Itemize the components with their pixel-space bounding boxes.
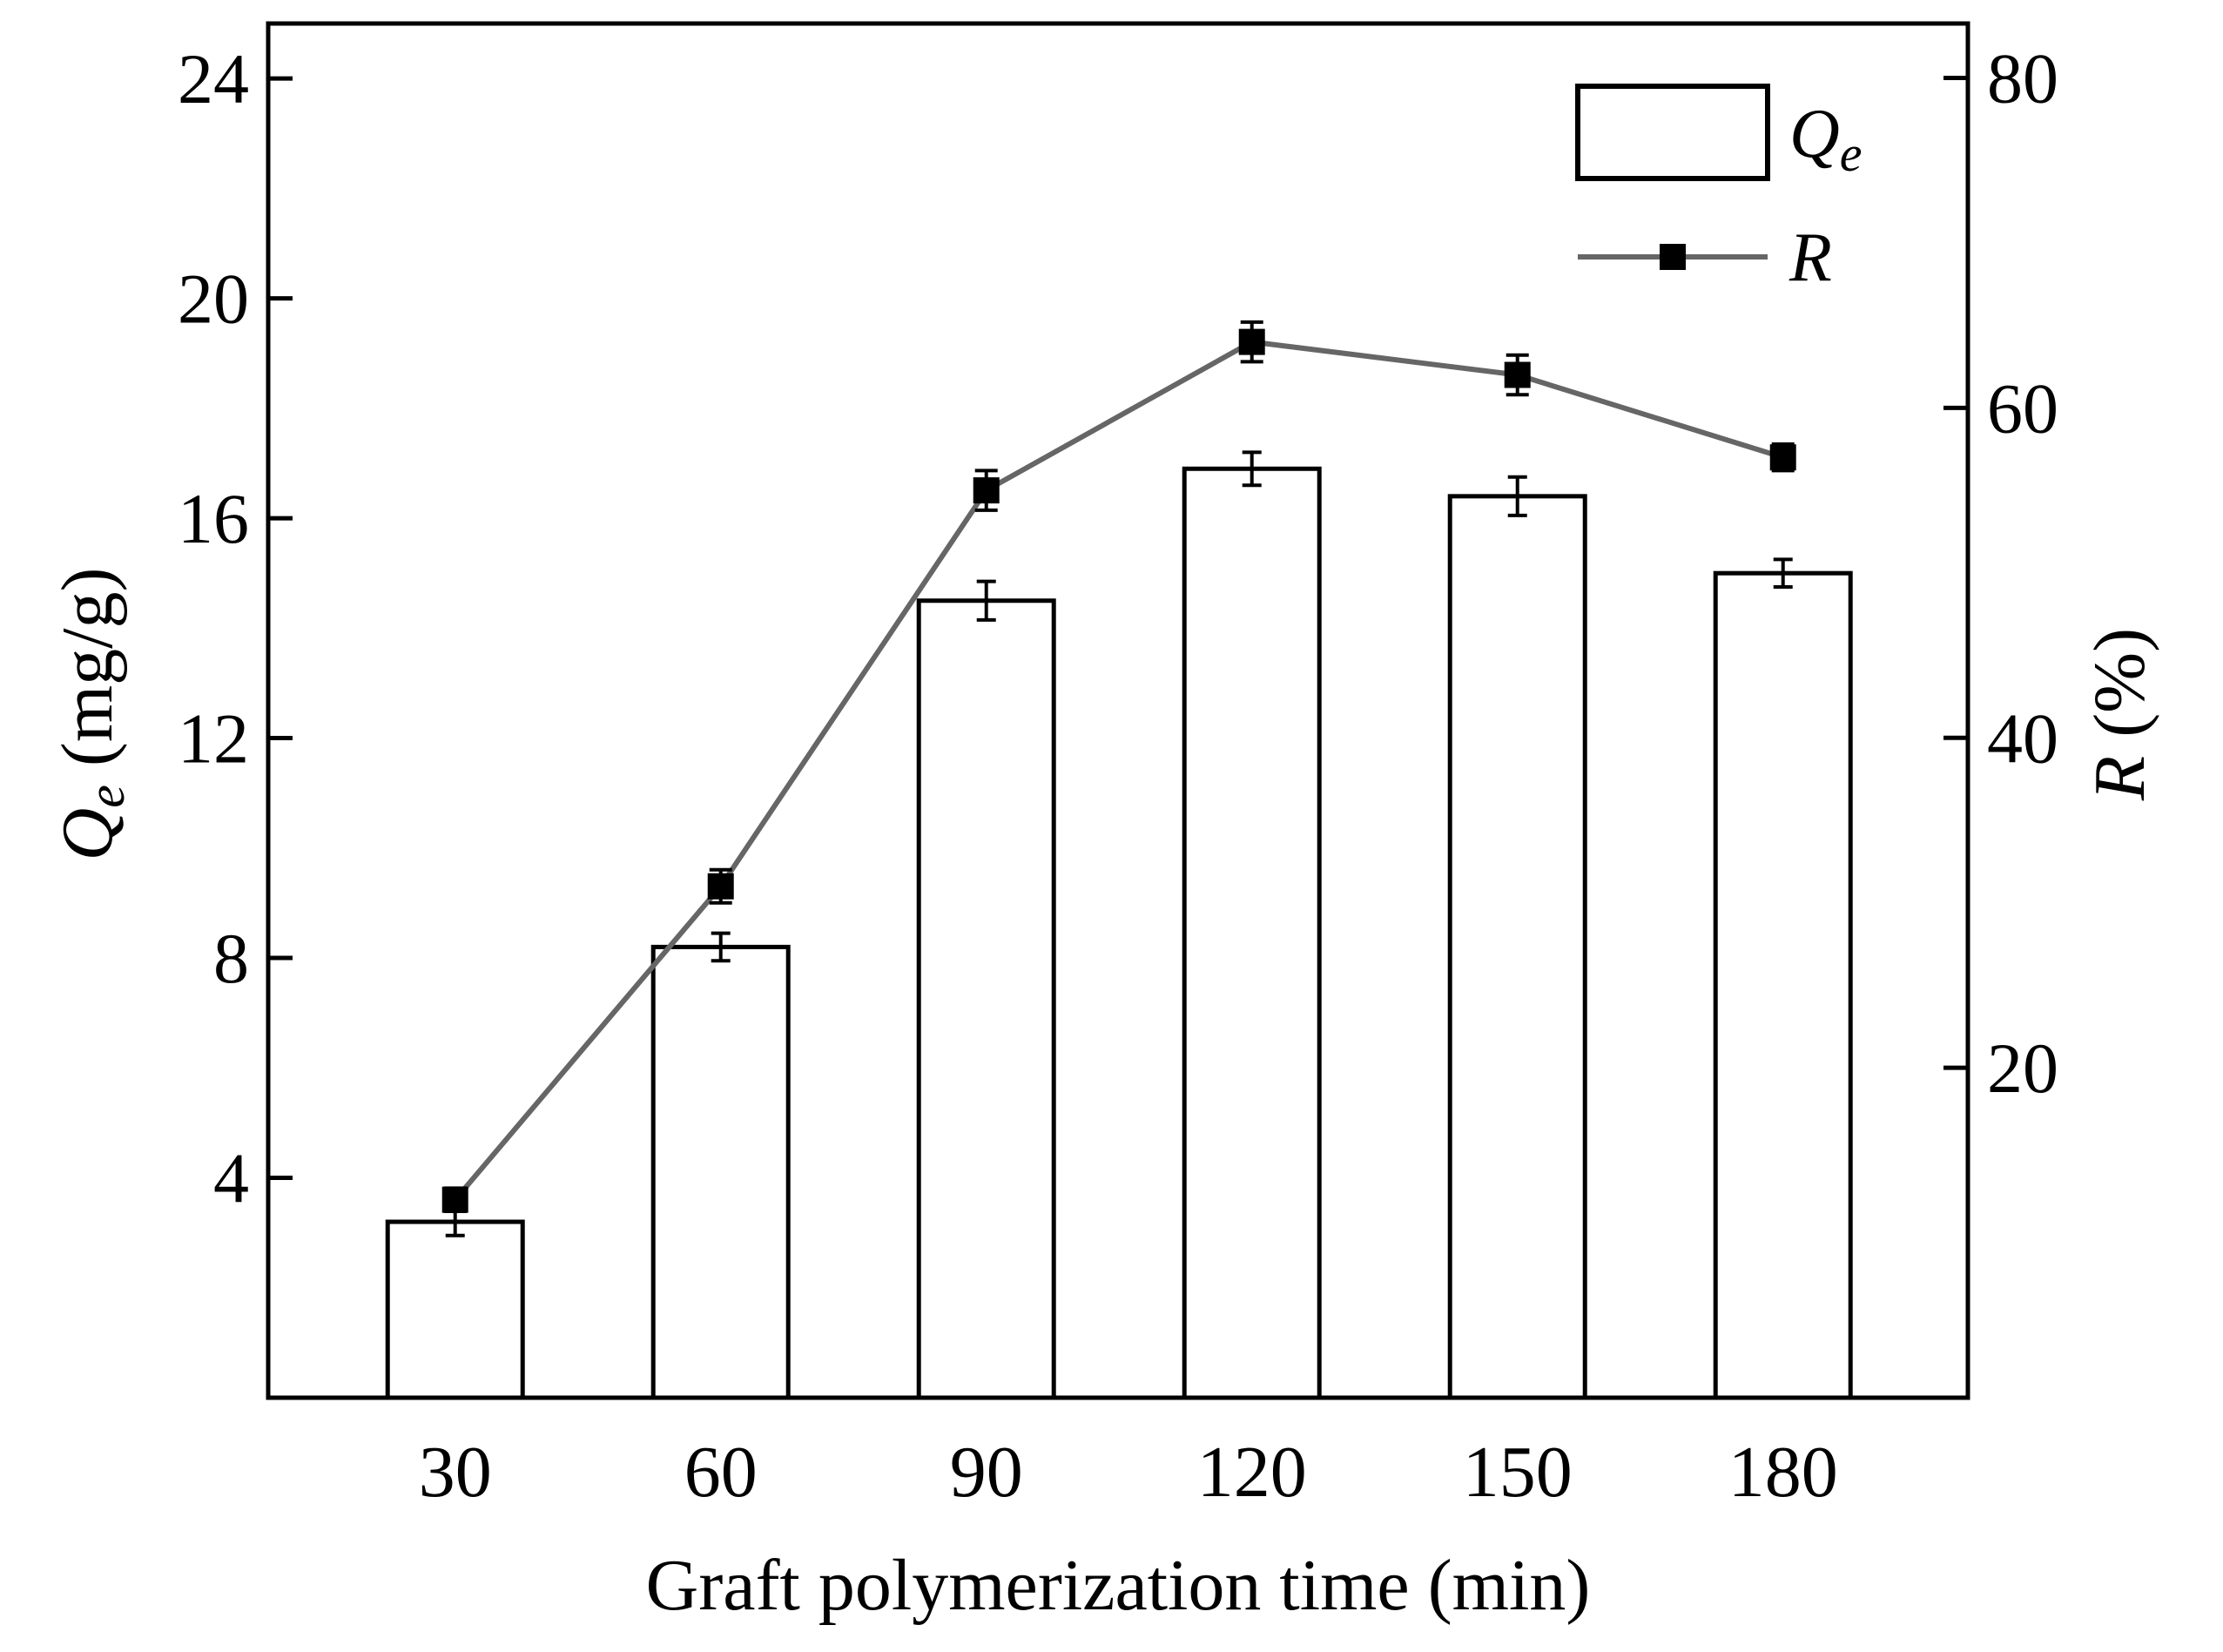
right-tick-label-20: 20 (1987, 1028, 2058, 1108)
qe-bar-30 (385, 1219, 525, 1400)
legend-qe-subscript: e (1840, 125, 1863, 182)
left-tick-label-8: 8 (213, 919, 249, 998)
right-axis-title-symbol: R (2079, 756, 2160, 801)
legend-line-marker (1660, 244, 1686, 270)
right-axis-ticks: 20 40 60 80 (1943, 39, 2058, 1108)
left-tick-label-20: 20 (178, 260, 249, 339)
left-tick-label-24: 24 (178, 39, 249, 118)
r-series-line (453, 339, 1784, 1202)
plot-frame (266, 21, 1970, 1400)
left-tick-label-16: 16 (178, 479, 249, 558)
x-tick-label-120: 120 (1197, 1432, 1307, 1513)
left-axis-title-subscript: e (77, 785, 135, 808)
bars-layer (385, 450, 1853, 1400)
legend: Qe R (1575, 84, 1863, 296)
left-axis-title: Qe (mg/g) (47, 568, 135, 861)
qe-bar-150 (1447, 494, 1587, 1400)
right-tick-label-40: 40 (1987, 698, 2058, 778)
r-marker-180 (1769, 444, 1796, 471)
x-tick-label-180: 180 (1728, 1432, 1838, 1513)
right-tick-label-60: 60 (1987, 368, 2058, 448)
left-axis-ticks: 4 8 12 16 20 24 (178, 39, 293, 1218)
left-axis-title-unit: (mg/g) (47, 568, 128, 786)
right-tick-label-80: 80 (1987, 39, 2058, 118)
legend-qe-symbol: Q (1789, 96, 1840, 172)
legend-r-label: R (1789, 219, 1832, 296)
r-marker-150 (1504, 361, 1531, 388)
legend-bar-swatch (1575, 84, 1770, 181)
x-axis-title: Graft polymerization time (min) (646, 1545, 1591, 1626)
x-tick-label-30: 30 (419, 1432, 492, 1513)
right-axis-title-unit: (%) (2079, 628, 2160, 756)
r-marker-120 (1238, 328, 1265, 355)
x-axis-ticks: 30 60 90 120 150 180 (419, 1432, 1838, 1513)
qe-bar-120 (1182, 466, 1322, 1400)
left-tick-label-12: 12 (178, 699, 249, 779)
x-tick-label-90: 90 (950, 1432, 1023, 1513)
qe-bar-90 (916, 598, 1056, 1400)
r-line-layer (441, 320, 1796, 1213)
r-marker-30 (441, 1186, 468, 1213)
x-tick-label-60: 60 (684, 1432, 758, 1513)
left-axis-title-symbol: Q (47, 808, 128, 861)
x-tick-label-150: 150 (1463, 1432, 1573, 1513)
qe-bar-180 (1713, 570, 1853, 1400)
qe-bar-60 (650, 944, 791, 1400)
r-marker-90 (973, 477, 1000, 504)
legend-qe-label: Qe (1789, 96, 1863, 182)
right-axis-title: R (%) (2079, 628, 2160, 801)
left-tick-label-4: 4 (213, 1139, 249, 1218)
r-marker-60 (707, 873, 734, 900)
